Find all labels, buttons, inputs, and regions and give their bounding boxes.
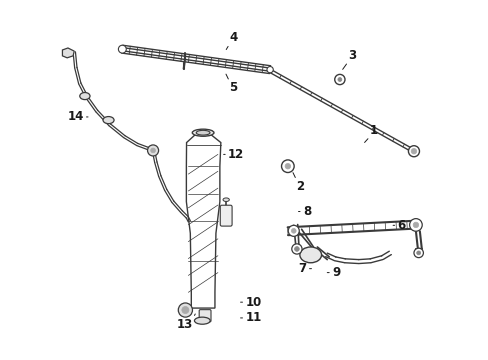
Text: 3: 3	[347, 49, 356, 62]
Circle shape	[291, 244, 302, 254]
Ellipse shape	[194, 317, 210, 324]
Circle shape	[178, 303, 192, 317]
Text: 14: 14	[67, 111, 83, 123]
Circle shape	[147, 145, 158, 156]
Circle shape	[294, 247, 299, 251]
Ellipse shape	[299, 247, 321, 263]
Text: 10: 10	[245, 296, 261, 309]
Ellipse shape	[196, 130, 209, 135]
Ellipse shape	[223, 198, 229, 202]
Polygon shape	[62, 48, 74, 58]
Text: 4: 4	[229, 31, 237, 44]
Text: 8: 8	[302, 205, 310, 218]
FancyBboxPatch shape	[220, 205, 232, 226]
Circle shape	[416, 251, 420, 255]
Circle shape	[409, 219, 421, 231]
Circle shape	[285, 163, 290, 169]
Circle shape	[182, 306, 188, 314]
Text: 13: 13	[177, 318, 193, 331]
Circle shape	[410, 148, 416, 154]
Ellipse shape	[192, 129, 214, 136]
Text: 5: 5	[229, 81, 237, 94]
Circle shape	[407, 146, 419, 157]
Text: 1: 1	[369, 123, 377, 137]
FancyBboxPatch shape	[199, 310, 210, 322]
Circle shape	[118, 45, 126, 53]
Text: 7: 7	[298, 262, 306, 275]
Circle shape	[291, 229, 296, 233]
Circle shape	[281, 160, 294, 172]
Text: 9: 9	[331, 266, 340, 279]
Text: 2: 2	[296, 180, 304, 193]
Text: 11: 11	[245, 311, 261, 324]
Circle shape	[337, 77, 341, 81]
Circle shape	[413, 248, 423, 258]
Text: 6: 6	[397, 219, 405, 232]
Circle shape	[266, 67, 273, 73]
Circle shape	[334, 75, 345, 85]
Ellipse shape	[103, 117, 114, 123]
Circle shape	[150, 148, 155, 153]
Text: 12: 12	[227, 148, 244, 161]
Circle shape	[412, 222, 418, 228]
Circle shape	[287, 225, 299, 237]
Ellipse shape	[80, 93, 90, 100]
